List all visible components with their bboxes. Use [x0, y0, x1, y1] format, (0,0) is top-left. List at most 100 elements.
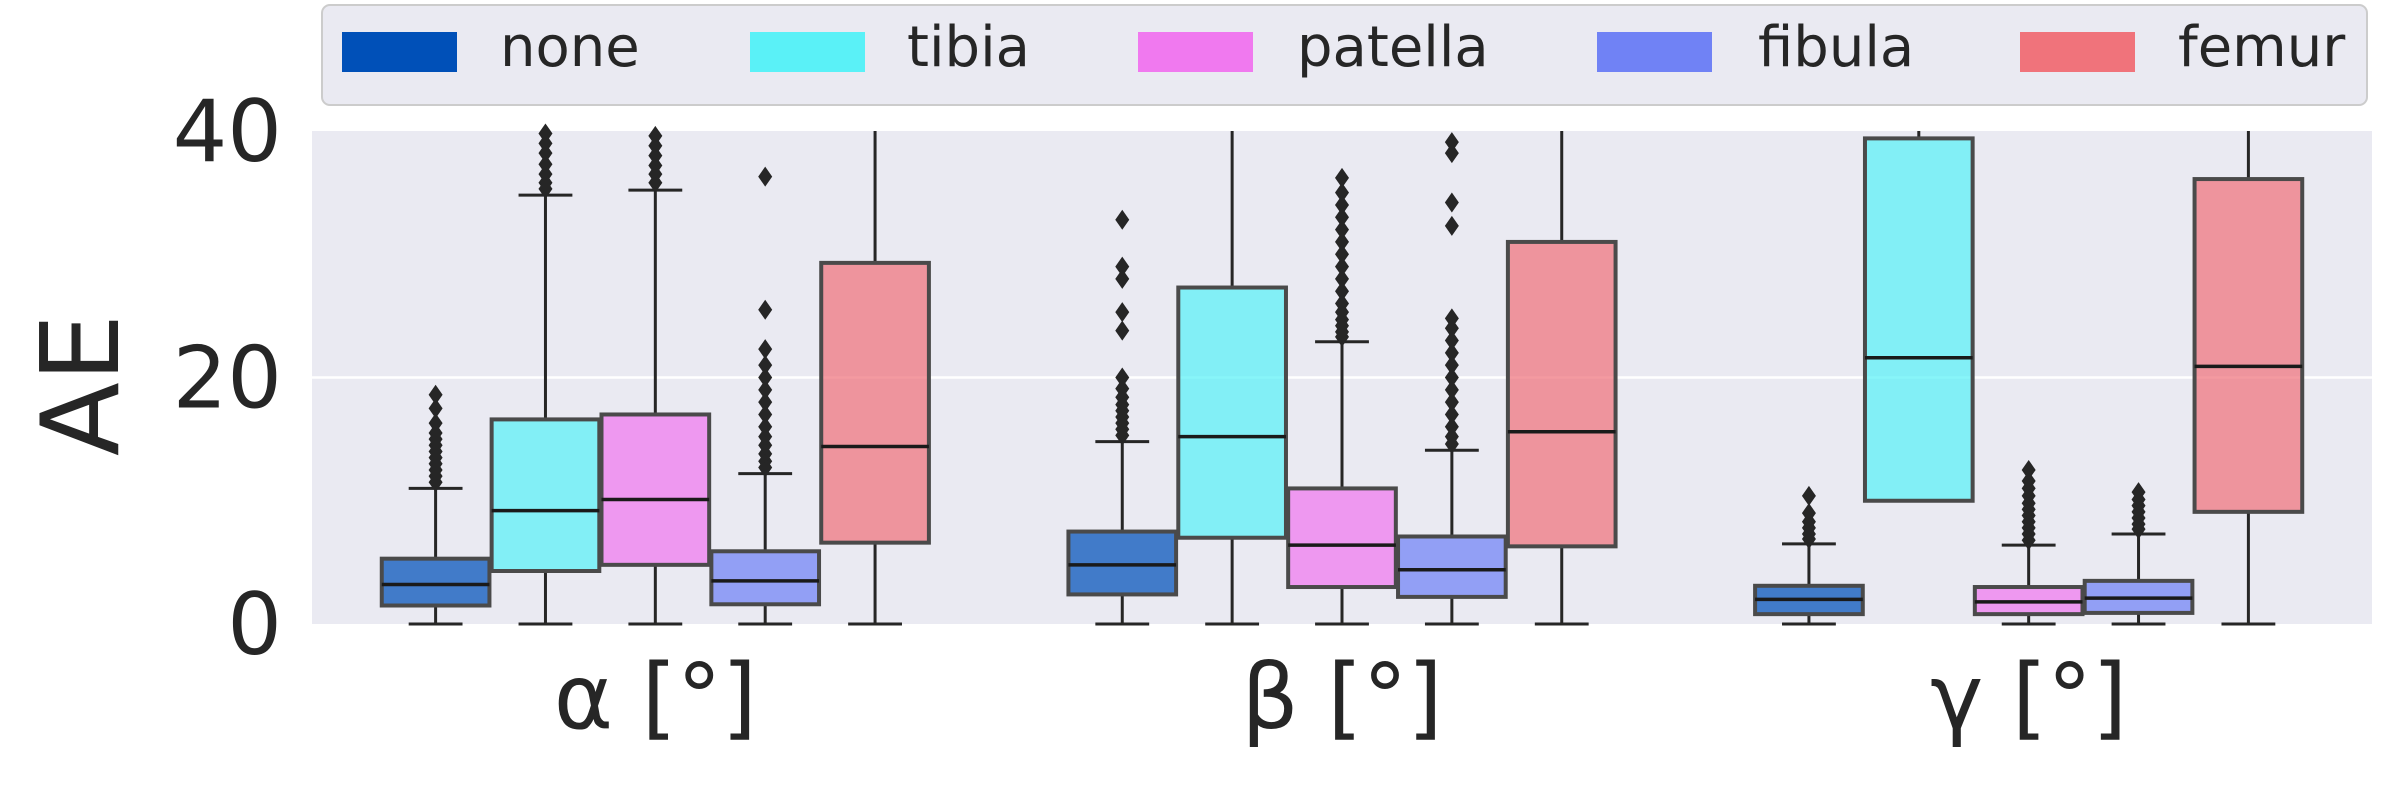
box-fibula-iqr — [1396, 534, 1508, 599]
outlier-point — [758, 367, 773, 388]
legend-swatch-femur — [2020, 32, 2135, 72]
box-femur-iqr — [2192, 177, 2305, 514]
y-tick-label: 40 — [173, 82, 282, 182]
legend-swatch-fibula — [1597, 32, 1712, 72]
x-tick-label: α [°] — [554, 645, 757, 750]
legend-label-none: none — [500, 15, 640, 80]
box-patella-iqr — [1286, 486, 1398, 590]
outlier-point — [1335, 207, 1349, 228]
outlier-point — [1444, 308, 1459, 329]
box-tibia — [1176, 131, 1288, 626]
x-tick-label: β [°] — [1241, 645, 1442, 750]
outlier-point — [2021, 459, 2036, 480]
outlier-point — [758, 355, 773, 376]
box-none-iqr — [1066, 529, 1179, 597]
outlier-point — [1444, 355, 1459, 376]
outlier-point — [1335, 182, 1349, 203]
box-fibula — [2082, 482, 2195, 626]
outlier-point — [1115, 256, 1130, 277]
outlier-point — [1444, 192, 1459, 213]
outlier-point — [758, 416, 773, 437]
x-tick-label: γ [°] — [1930, 645, 2127, 750]
box-tibia-iqr — [489, 417, 602, 574]
box-series — [379, 123, 2305, 626]
box-none-iqr — [379, 556, 492, 608]
outlier-point — [1335, 293, 1349, 314]
outlier-point — [1801, 485, 1816, 506]
outlier-point — [758, 392, 773, 413]
outlier-point — [1115, 378, 1130, 399]
outlier-point — [1335, 231, 1349, 252]
legend-swatch-patella — [1138, 32, 1253, 72]
outlier-point — [1115, 367, 1130, 388]
outlier-point — [758, 379, 773, 400]
outlier-point — [1335, 167, 1349, 188]
outlier-point — [1444, 132, 1459, 153]
outlier-point — [1444, 392, 1459, 413]
box-fibula — [709, 166, 822, 626]
outlier-point — [758, 339, 773, 360]
box-tibia-iqr — [1176, 285, 1288, 540]
box-femur — [819, 131, 931, 626]
y-axis-label: AE — [19, 314, 144, 456]
box-femur-iqr — [819, 260, 931, 545]
outlier-point — [1335, 268, 1349, 289]
outlier-point — [1444, 404, 1459, 425]
box-patella-iqr — [599, 412, 712, 567]
outlier-point — [1335, 281, 1349, 302]
outlier-point — [758, 166, 773, 187]
box-none — [1753, 485, 1865, 626]
outlier-point — [428, 398, 443, 419]
box-fibula-iqr — [709, 549, 822, 607]
box-patella — [599, 125, 712, 626]
outlier-point — [1335, 256, 1349, 277]
legend: none tibia patella fibula femur — [321, 4, 2368, 106]
box-fibula — [1396, 132, 1508, 626]
legend-swatch-tibia — [750, 32, 865, 72]
outlier-point — [1444, 379, 1459, 400]
box-femur — [2192, 131, 2305, 626]
outlier-point — [538, 123, 553, 144]
box-tibia — [489, 123, 602, 626]
outlier-point — [428, 384, 443, 405]
outlier-point — [2131, 482, 2146, 503]
outlier-point — [1444, 330, 1459, 351]
outlier-point — [1335, 244, 1349, 265]
y-tick-label: 20 — [173, 329, 282, 429]
y-tick-label: 0 — [227, 575, 282, 675]
box-none — [379, 384, 492, 626]
legend-label-femur: femur — [2178, 15, 2346, 80]
outlier-point — [428, 413, 443, 434]
outlier-point — [1444, 342, 1459, 363]
outlier-point — [758, 404, 773, 425]
outlier-point — [648, 125, 663, 146]
outlier-point — [758, 299, 773, 320]
outlier-point — [1444, 416, 1459, 437]
box-femur-iqr — [1505, 239, 1618, 549]
outlier-point — [538, 154, 553, 175]
outlier-point — [1444, 215, 1459, 236]
box-tibia-iqr — [1862, 136, 1975, 503]
legend-label-tibia: tibia — [907, 15, 1030, 80]
legend-label-patella: patella — [1297, 15, 1489, 80]
outlier-point — [1335, 194, 1349, 215]
y-axis-ticks: 0 20 40 — [173, 82, 282, 675]
legend-swatch-none — [342, 32, 457, 72]
legend-frame — [321, 4, 2368, 106]
box-tibia — [1862, 131, 1975, 503]
box-patella — [1972, 459, 2085, 626]
outlier-point — [1444, 143, 1459, 164]
outlier-point — [1115, 209, 1130, 230]
box-patella — [1286, 167, 1398, 626]
box-femur — [1505, 131, 1618, 626]
outlier-point — [2021, 471, 2036, 492]
legend-label-fibula: fibula — [1758, 15, 1914, 80]
outlier-point — [1801, 503, 1816, 524]
outlier-point — [1115, 320, 1130, 341]
outlier-point — [1115, 302, 1130, 323]
box-none — [1066, 209, 1179, 626]
outlier-point — [1115, 268, 1130, 289]
x-axis-ticks: α [°] β [°] γ [°] — [554, 645, 2127, 750]
outlier-point — [1444, 367, 1459, 388]
